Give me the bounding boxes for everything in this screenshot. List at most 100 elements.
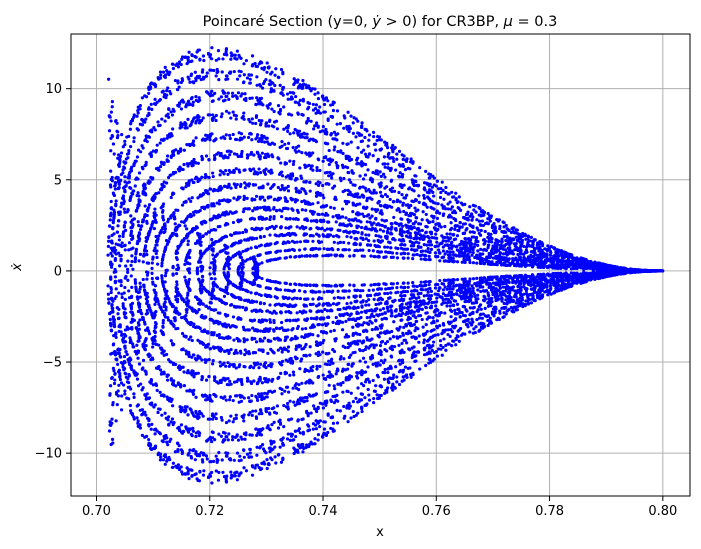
scatter-point (401, 311, 405, 315)
scatter-point (162, 284, 166, 289)
scatter-point (492, 275, 497, 279)
scatter-point (292, 288, 296, 292)
scatter-point (376, 238, 380, 242)
scatter-point (302, 199, 306, 203)
scatter-point (453, 227, 457, 231)
scatter-point (414, 216, 418, 220)
scatter-point (280, 359, 285, 363)
scatter-point (411, 293, 415, 297)
scatter-point (327, 351, 331, 355)
scatter-point (375, 327, 380, 331)
scatter-point (390, 222, 394, 226)
scatter-point (154, 239, 159, 243)
scatter-point (159, 228, 163, 233)
scatter-point (403, 251, 407, 256)
scatter-point (429, 243, 434, 247)
scatter-point (343, 199, 347, 203)
scatter-point (186, 242, 190, 247)
scatter-point (340, 207, 345, 211)
scatter-point (222, 213, 226, 217)
scatter-point (400, 294, 404, 298)
scatter-point (318, 181, 322, 185)
scatter-point (422, 234, 426, 238)
scatter-point (262, 207, 267, 211)
scatter-point (429, 247, 434, 251)
scatter-point (279, 188, 283, 192)
scatter-point (249, 291, 253, 295)
scatter-point (326, 283, 331, 288)
scatter-point (247, 328, 251, 332)
scatter-point (478, 252, 482, 256)
scatter-point (424, 280, 428, 284)
scatter-point (317, 234, 321, 238)
scatter-point (402, 230, 406, 234)
scatter-point (352, 253, 356, 257)
scatter-point (362, 254, 366, 258)
scatter-point (354, 193, 358, 198)
scatter-point (304, 179, 308, 184)
scatter-point (218, 173, 222, 177)
scatter-point (304, 354, 308, 358)
scatter-point (239, 255, 243, 260)
scatter-point (321, 317, 326, 321)
scatter-point (463, 244, 467, 248)
scatter-point (251, 167, 256, 171)
scatter-point (249, 318, 253, 323)
scatter-point (251, 326, 255, 330)
scatter-point (240, 266, 244, 270)
scatter-point (437, 289, 441, 293)
scatter-point (445, 250, 449, 254)
scatter-point (223, 243, 227, 247)
scatter-point (160, 210, 165, 214)
scatter-point (243, 228, 248, 232)
scatter-point (242, 197, 246, 202)
scatter-point (226, 172, 230, 176)
scatter-point (367, 288, 371, 292)
scatter-point (200, 287, 204, 292)
scatter-point (307, 201, 311, 205)
scatter-point (184, 199, 188, 203)
scatter-point (384, 250, 388, 254)
scatter-point (423, 283, 427, 287)
scatter-point (450, 246, 454, 250)
scatter-point (190, 196, 194, 200)
scatter-point (263, 361, 268, 365)
scatter-point (212, 272, 217, 276)
scatter-point (325, 234, 329, 239)
scatter-point (486, 243, 491, 248)
scatter-point (183, 262, 187, 266)
scatter-point (418, 303, 422, 307)
scatter-point (337, 235, 341, 239)
scatter-point (316, 343, 320, 348)
scatter-point (305, 217, 309, 221)
scatter-point (238, 184, 243, 188)
scatter-point (192, 322, 196, 326)
scatter-point (428, 258, 432, 262)
scatter-point (353, 248, 357, 253)
scatter-point (445, 287, 449, 291)
scatter-point (336, 289, 340, 293)
scatter-point (325, 247, 330, 251)
scatter-point (473, 282, 477, 286)
scatter-point (176, 208, 180, 212)
scatter-point (199, 291, 203, 295)
scatter-point (210, 293, 214, 297)
scatter-point (402, 297, 406, 302)
scatter-point (208, 347, 213, 351)
scatter-point (263, 336, 267, 340)
scatter-point (273, 280, 278, 284)
scatter-point (174, 310, 179, 314)
scatter-point (382, 331, 386, 335)
scatter-point (185, 308, 189, 312)
scatter-point (223, 302, 227, 306)
scatter-point (218, 185, 222, 189)
scatter-point (245, 338, 249, 342)
scatter-point (491, 256, 496, 260)
scatter-point (229, 233, 233, 237)
scatter-point (174, 298, 178, 302)
scatter-point (410, 296, 414, 300)
scatter-point (495, 263, 499, 267)
scatter-point (183, 275, 187, 279)
scatter-point (236, 286, 240, 290)
scatter-point (317, 241, 321, 245)
